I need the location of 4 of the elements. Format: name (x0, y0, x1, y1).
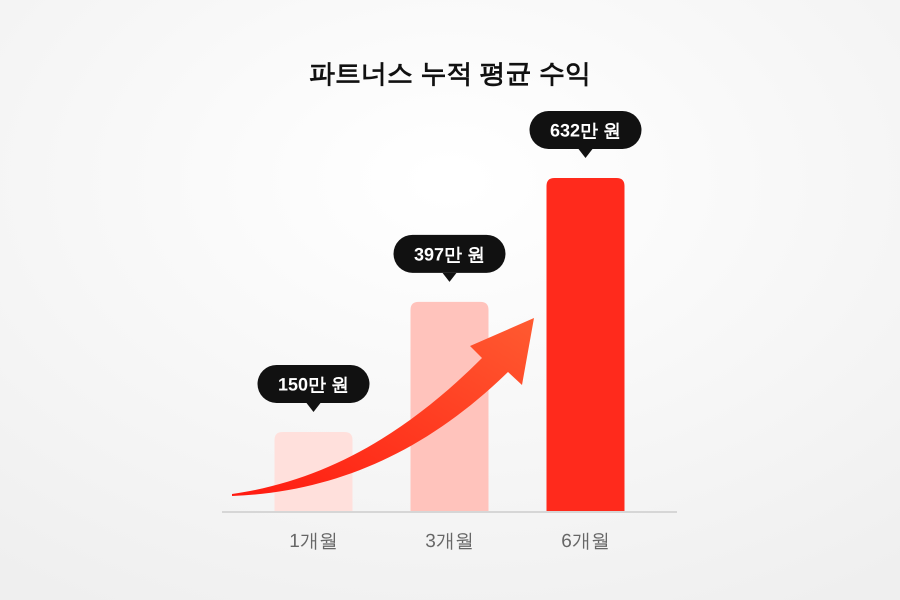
data-label: 150만 원 (278, 374, 350, 394)
title: 파트너스 누적 평균 수익 (309, 58, 591, 88)
data-label: 397만 원 (414, 244, 486, 264)
data-label: 632만 원 (550, 120, 622, 140)
